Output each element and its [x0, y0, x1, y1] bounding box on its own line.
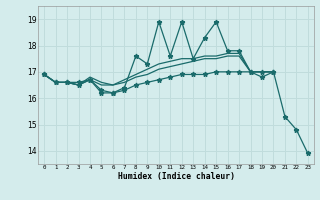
X-axis label: Humidex (Indice chaleur): Humidex (Indice chaleur): [117, 172, 235, 181]
